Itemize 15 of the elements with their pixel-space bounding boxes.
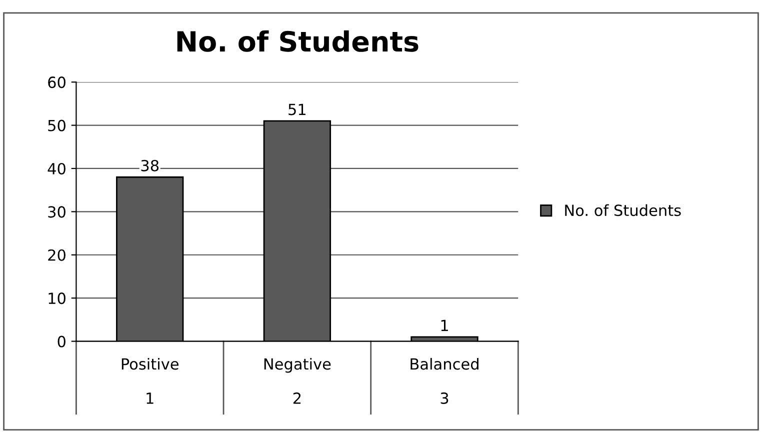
y-tick-label: 0 (58, 336, 66, 348)
y-tick-label: 20 (48, 249, 66, 261)
legend-label: No. of Students (565, 204, 681, 216)
data-label: 1 (441, 320, 448, 332)
y-tick-label: 30 (48, 206, 66, 218)
data-label: 38 (141, 160, 159, 172)
y-tick-label: 60 (48, 76, 66, 88)
y-tick-label: 50 (48, 120, 66, 132)
chart-title: No. of Students (177, 30, 418, 52)
category-label: Balanced 3 (410, 358, 478, 404)
y-tick-label: 40 (48, 162, 66, 174)
data-label: 51 (288, 104, 306, 116)
category-label: Negative 2 (264, 358, 331, 404)
category-label: Positive 1 (122, 358, 178, 404)
y-tick-label: 10 (48, 292, 66, 304)
